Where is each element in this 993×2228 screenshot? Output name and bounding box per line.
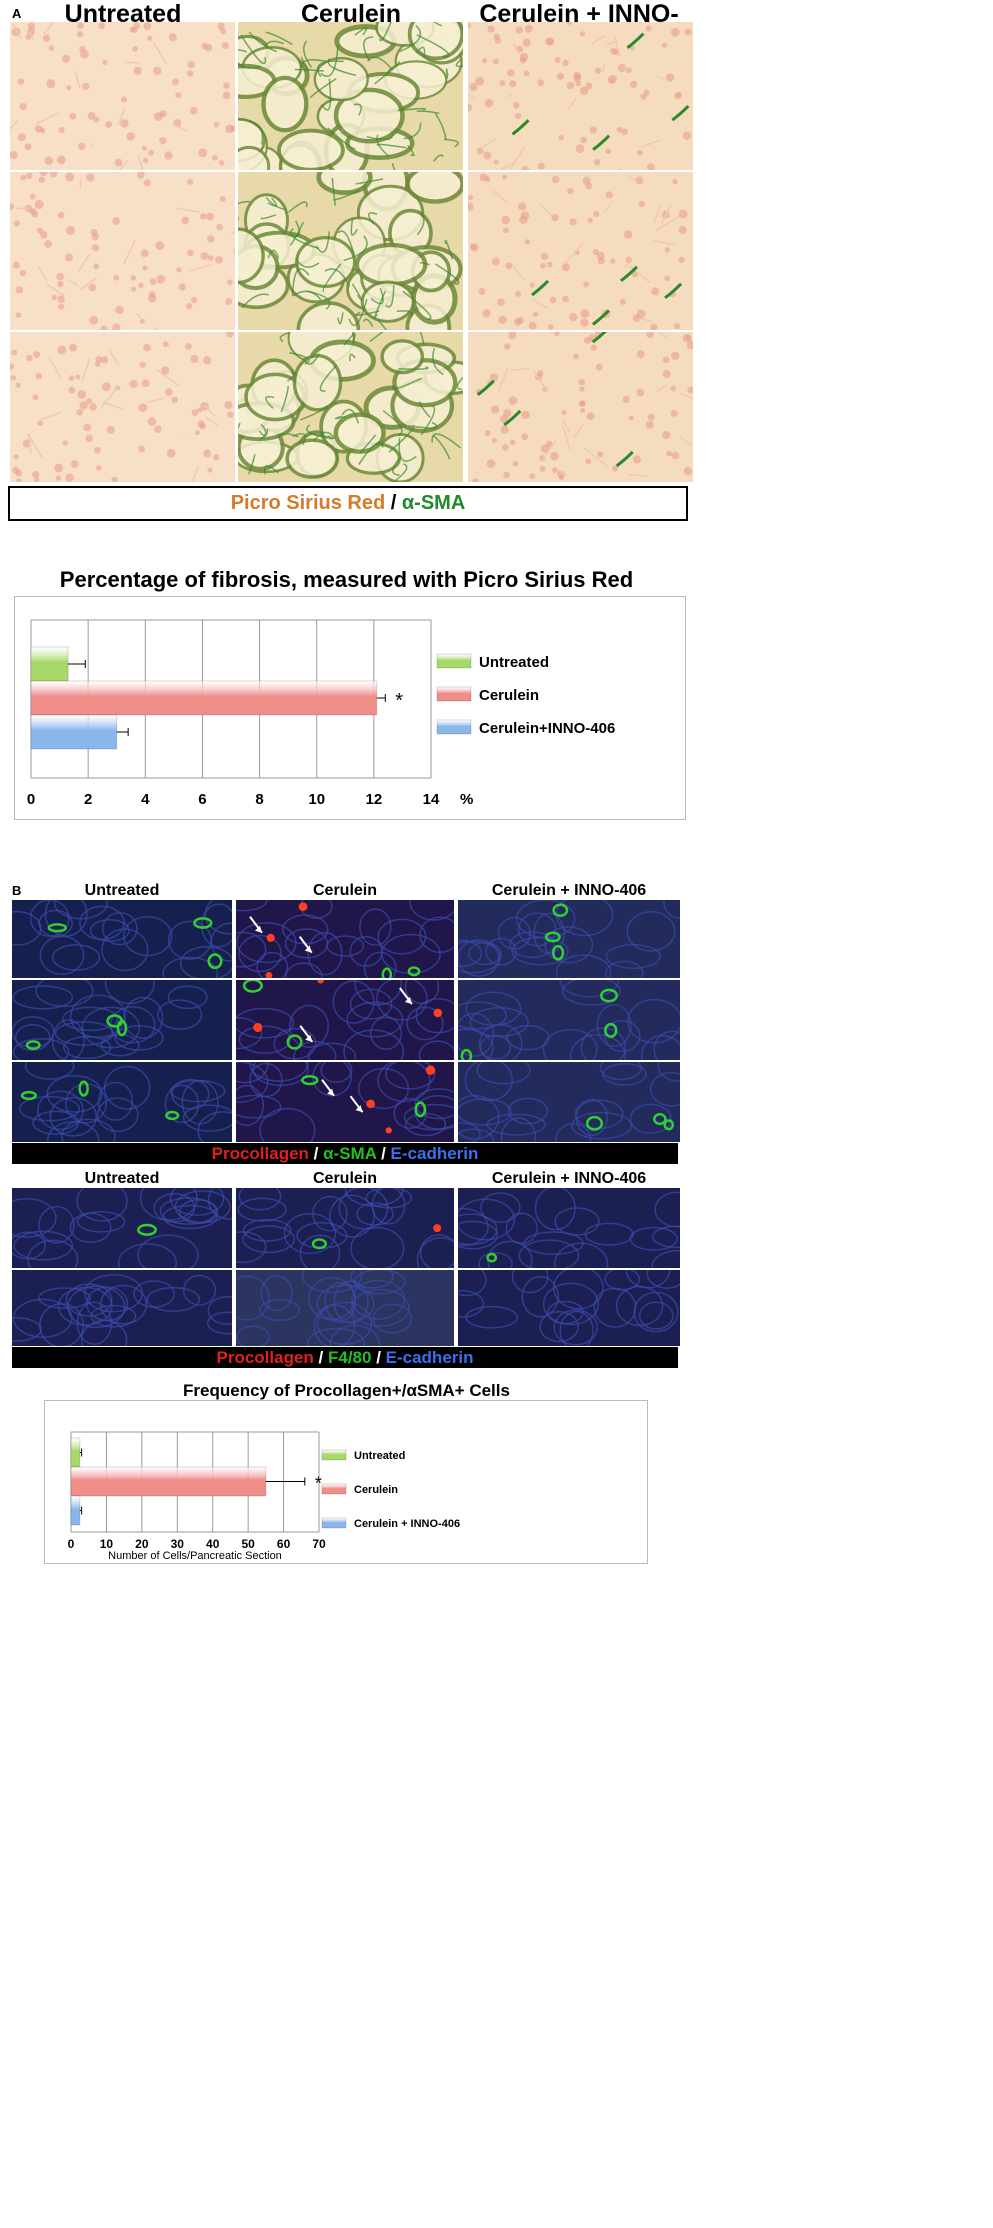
histology-image	[468, 172, 693, 330]
fluorescence-image	[458, 1188, 680, 1268]
legend1-ecadherin: E-cadherin	[390, 1144, 479, 1163]
fluorescence-image	[236, 980, 454, 1060]
bar	[70, 1495, 81, 1526]
tick-label: 2	[84, 791, 92, 808]
legend2-f480: F4/80	[327, 1348, 372, 1367]
tick-label: 0	[27, 791, 35, 808]
tick-label: 60	[277, 1537, 291, 1551]
legend-alpha-sma: α-SMA	[401, 492, 466, 514]
bar	[70, 1437, 81, 1468]
significance-star: *	[395, 690, 403, 712]
histology-image	[238, 22, 463, 170]
chart2-title: Frequency of Procollagen+/αSMA+ Cells	[183, 1381, 510, 1400]
x-axis-label: Number of Cells/Pancreatic Section	[108, 1550, 282, 1562]
legend1-procollagen: Procollagen	[211, 1144, 309, 1163]
legend-label: Cerulein	[479, 687, 539, 704]
fluorescence-image	[236, 900, 454, 978]
bar	[30, 680, 378, 716]
fluorescence-image	[12, 1270, 232, 1346]
legend2-ecadherin: E-cadherin	[385, 1348, 474, 1367]
tick-label: 14	[423, 791, 440, 808]
legend-label: Untreated	[354, 1450, 405, 1462]
unit-label: %	[460, 791, 473, 808]
fluorescence-image	[236, 1062, 454, 1142]
histology-image	[10, 22, 235, 170]
bar	[30, 714, 118, 750]
fluorescence-image	[12, 900, 232, 978]
legend2-procollagen: Procollagen	[216, 1348, 314, 1367]
legend2-sep2: /	[371, 1348, 386, 1367]
panel-b2-header-untreated: Untreated	[84, 1170, 160, 1187]
panel-b-label: B	[12, 883, 22, 898]
legend-label: Cerulein	[354, 1484, 398, 1496]
tick-label: 10	[308, 791, 325, 808]
panel-b-legend-2: Procollagen / F4/80 / E-cadherin	[12, 1347, 678, 1368]
tick-label: 40	[206, 1537, 220, 1551]
tick-label: 8	[255, 791, 263, 808]
legend1-sep1: /	[308, 1144, 324, 1163]
tick-label: 50	[241, 1537, 255, 1551]
legend-separator: /	[385, 492, 402, 514]
legend-swatch	[436, 653, 472, 669]
tick-label: 0	[68, 1537, 75, 1551]
legend2-sep1: /	[313, 1348, 328, 1367]
panel-b-legend-1: Procollagen / α-SMA / E-cadherin	[12, 1143, 678, 1164]
fluorescence-image	[458, 1270, 680, 1346]
histology-image	[238, 332, 463, 482]
legend-swatch	[436, 686, 472, 702]
chart2-procollagen-bar-chart: 0 10 20 30 40 50 60 70 Untreated * Cerulein Cerulei…	[44, 1400, 648, 1564]
bar	[30, 646, 69, 682]
histology-image	[468, 22, 693, 170]
fluorescence-image	[236, 1188, 454, 1268]
panel-b2-header-cerulein: Cerulein	[312, 1170, 377, 1187]
panel-b-header-cerulein: Cerulein	[312, 882, 377, 899]
histology-image	[468, 332, 693, 482]
legend-label: Cerulein+INNO-406	[479, 720, 615, 737]
fluorescence-image	[12, 980, 232, 1060]
panel-b-header-untreated: Untreated	[84, 882, 160, 899]
fluorescence-image	[458, 900, 680, 978]
legend-swatch	[321, 1449, 347, 1461]
tick-label: 4	[141, 791, 150, 808]
chart1-fibrosis-bar-chart: 0 2 4 6 8 10 12 14 Untreated * Cerulein Cerulein+IN…	[14, 596, 686, 820]
legend1-sep2: /	[376, 1144, 391, 1163]
fluorescence-image	[236, 1270, 454, 1346]
legend1-alpha-sma: α-SMA	[323, 1144, 377, 1163]
significance-star: *	[315, 1474, 322, 1494]
tick-label: 6	[198, 791, 206, 808]
panel-a-label: A	[12, 6, 22, 21]
fluorescence-image	[12, 1062, 232, 1142]
fluorescence-image	[12, 1188, 232, 1268]
legend-label: Untreated	[479, 654, 549, 671]
legend-swatch	[321, 1483, 347, 1495]
tick-label: 20	[135, 1537, 149, 1551]
legend-sirius-red: Picro Sirius Red	[230, 492, 386, 514]
chart1-title: Percentage of fibrosis, measured with Pi…	[59, 567, 634, 592]
histology-image	[10, 172, 235, 330]
histology-image	[10, 332, 235, 482]
fluorescence-image	[458, 1062, 680, 1142]
legend-label: Cerulein + INNO-406	[354, 1518, 460, 1530]
bar	[70, 1466, 267, 1497]
panel-b-header-cerulein-inno: Cerulein + INNO-406	[491, 882, 647, 899]
histology-image	[238, 172, 463, 330]
tick-label: 70	[312, 1537, 326, 1551]
panel-b2-header-cerulein-inno: Cerulein + INNO-406	[491, 1170, 647, 1187]
panel-a-stain-legend: Picro Sirius Red / α-SMA	[8, 486, 688, 521]
tick-label: 30	[171, 1537, 185, 1551]
fluorescence-image	[458, 980, 680, 1060]
legend-swatch	[436, 719, 472, 735]
legend-swatch	[321, 1517, 347, 1529]
tick-label: 12	[366, 791, 383, 808]
tick-label: 10	[100, 1537, 114, 1551]
